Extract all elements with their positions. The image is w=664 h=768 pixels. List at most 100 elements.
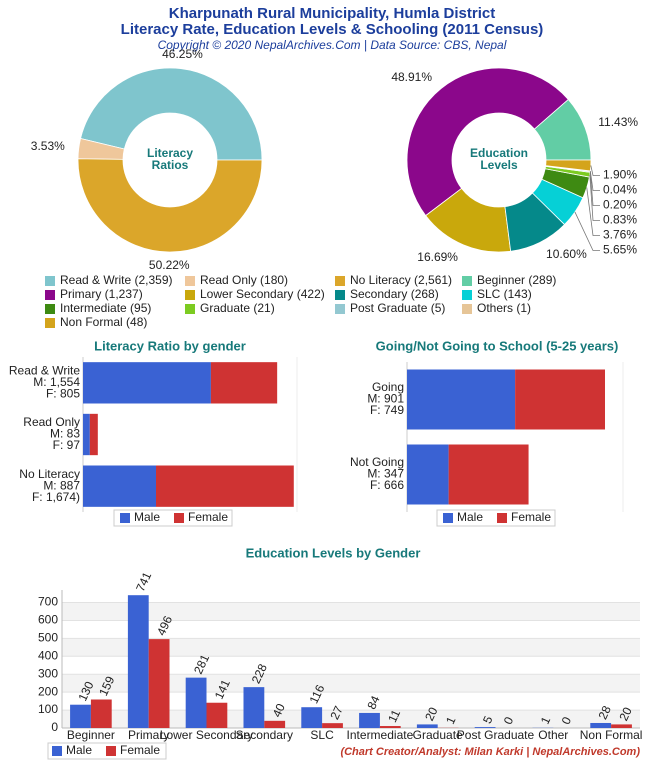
legend-swatch: [335, 276, 345, 286]
legend-swatch: [462, 276, 472, 286]
legend-label: Read Only (180): [200, 273, 288, 287]
y-tick-label: 500: [38, 631, 58, 645]
center-label: Ratios: [152, 158, 189, 172]
legend-label: Female: [511, 510, 551, 524]
leader-line: [589, 171, 600, 191]
category-label: F: 666: [370, 478, 404, 492]
category-label: M: 347: [367, 467, 404, 481]
legend-swatch: [335, 304, 345, 314]
legend-swatch: [335, 290, 345, 300]
slice-label: 5.65%: [603, 243, 637, 257]
data-label: 40: [270, 701, 288, 719]
legend-label: No Literacy (2,561): [350, 273, 452, 287]
legend-swatch: [185, 276, 195, 286]
data-label: 27: [327, 703, 345, 721]
slice-label: 46.25%: [162, 47, 203, 61]
bar: [301, 707, 323, 728]
legend-swatch: [45, 276, 55, 286]
category-label: M: 887: [43, 478, 80, 492]
legend-label: Others (1): [477, 301, 531, 315]
chart-title: Going/Not Going to School (5-25 years): [376, 338, 619, 353]
center-label: Levels: [480, 158, 518, 172]
slice-label: 3.53%: [31, 139, 65, 153]
donut-slice: [406, 67, 569, 217]
legend-label: Male: [66, 743, 92, 757]
legend-label: Post Graduate (5): [350, 301, 445, 315]
legend-label: Female: [120, 743, 160, 757]
slice-label: 1.90%: [603, 168, 637, 182]
y-tick-label: 600: [38, 613, 58, 627]
legend-label: Secondary (268): [350, 287, 439, 301]
legend-label: Beginner (289): [477, 273, 556, 287]
x-tick-label: Non Formal: [580, 728, 643, 742]
leader-line: [586, 187, 600, 236]
page-subtitle: Literacy Rate, Education Levels & School…: [121, 21, 544, 38]
category-label: Read Only: [23, 415, 80, 429]
bar-segment: [83, 413, 90, 456]
leader-line: [574, 211, 600, 251]
bar-segment: [89, 413, 98, 456]
bar: [474, 727, 496, 728]
data-label: 20: [422, 705, 440, 723]
x-tick-label: Lower Secondary: [160, 728, 253, 742]
copyright: Copyright © 2020 NepalArchives.Com | Dat…: [158, 38, 507, 52]
legend-box: [436, 509, 556, 527]
slice-label: 0.83%: [603, 213, 637, 227]
legend-label: Graduate (21): [200, 301, 275, 315]
bar: [264, 720, 286, 728]
category-label: F: 805: [46, 387, 80, 401]
legend-label: Female: [188, 510, 228, 524]
bar: [416, 724, 438, 728]
donut-slice: [77, 158, 263, 253]
category-label: Not Going: [350, 455, 404, 469]
legend-swatch: [497, 513, 507, 523]
slice-label: 50.22%: [149, 258, 190, 272]
bar-segment: [448, 444, 529, 505]
data-label: 11: [385, 707, 403, 725]
legend-swatch: [120, 513, 130, 523]
legend-label: Male: [457, 510, 483, 524]
category-label: F: 1,674): [32, 490, 80, 504]
donut-slice: [545, 159, 592, 172]
slice-label: 3.76%: [603, 228, 637, 242]
category-label: M: 1,554: [33, 375, 80, 389]
bar-segment: [407, 444, 449, 505]
bar: [70, 704, 91, 728]
category-label: F: 97: [53, 438, 81, 452]
y-tick-label: 700: [38, 595, 58, 609]
leader-line: [589, 171, 600, 206]
bar: [611, 724, 632, 728]
legend-swatch: [45, 318, 55, 328]
slice-label: 16.69%: [417, 250, 458, 264]
x-tick-label: Intermediate: [347, 728, 414, 742]
legend-swatch: [185, 290, 195, 300]
legend-swatch: [443, 513, 453, 523]
data-label: 84: [364, 693, 382, 711]
category-label: M: 901: [367, 392, 404, 406]
bar-segment: [515, 369, 605, 430]
legend-swatch: [174, 513, 184, 523]
slice-label: 0.20%: [603, 198, 637, 212]
legend-swatch: [462, 304, 472, 314]
bar: [322, 723, 343, 728]
page-title: Kharpunath Rural Municipality, Humla Dis…: [169, 5, 495, 22]
bar: [379, 726, 401, 728]
y-tick-label: 300: [38, 666, 58, 680]
center-label: Education: [470, 146, 528, 160]
legend-label: Read & Write (2,359): [60, 273, 173, 287]
bar: [148, 639, 170, 728]
legend-box: [113, 509, 233, 527]
bar: [185, 677, 207, 728]
grid-band: [62, 638, 640, 657]
legend-swatch: [462, 290, 472, 300]
y-tick-label: 0: [51, 720, 58, 734]
legend-label: Lower Secondary (422): [200, 287, 325, 301]
bar-segment: [83, 465, 157, 507]
donut-slice: [80, 67, 263, 161]
bar: [359, 712, 380, 728]
leader-line: [589, 174, 600, 221]
legend-swatch: [106, 746, 116, 756]
y-tick-label: 400: [38, 648, 58, 662]
legend-label: Primary (1,237): [60, 287, 143, 301]
bar-segment: [407, 369, 516, 430]
